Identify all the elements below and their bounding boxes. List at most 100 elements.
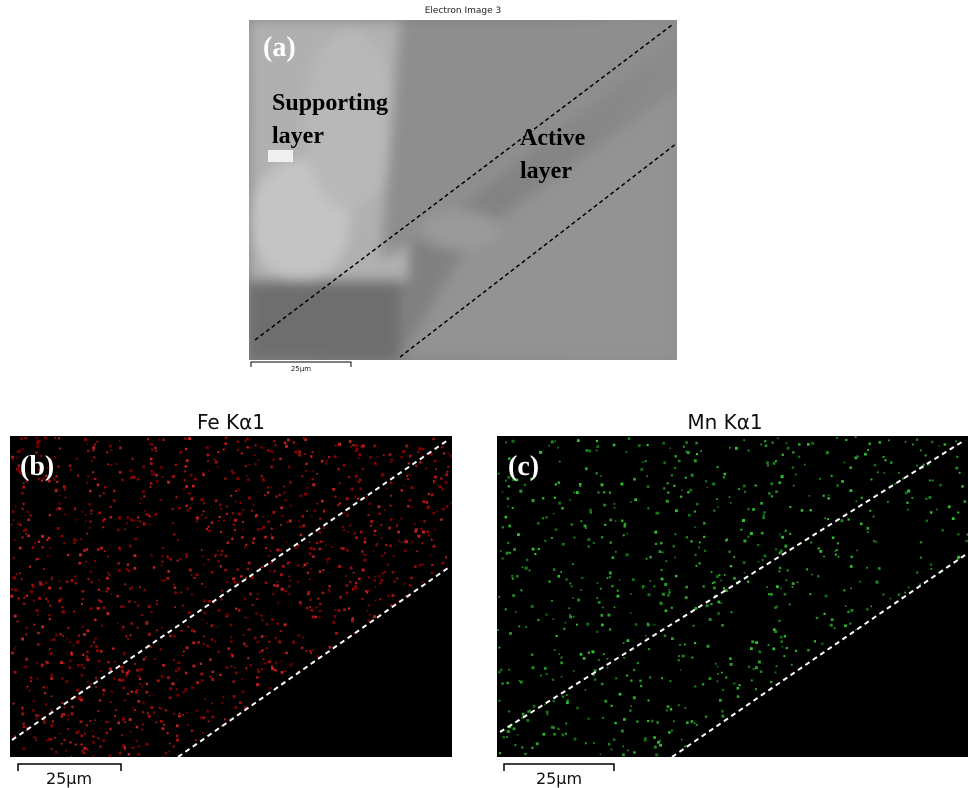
signal-dot bbox=[369, 614, 371, 616]
signal-dot bbox=[185, 553, 188, 556]
signal-dot bbox=[157, 679, 160, 682]
signal-dot bbox=[686, 536, 688, 538]
signal-dot bbox=[148, 515, 151, 518]
signal-dot bbox=[392, 594, 395, 597]
signal-dot bbox=[243, 634, 245, 636]
signal-dot bbox=[130, 519, 133, 522]
signal-dot bbox=[59, 495, 61, 497]
signal-dot bbox=[724, 574, 726, 576]
signal-dot bbox=[203, 643, 205, 645]
signal-dot bbox=[277, 602, 279, 604]
signal-dot bbox=[142, 723, 144, 725]
signal-dot bbox=[944, 443, 947, 446]
signal-dot bbox=[687, 451, 690, 454]
signal-dot bbox=[218, 651, 220, 653]
signal-dot bbox=[684, 644, 686, 646]
signal-dot bbox=[775, 460, 777, 462]
signal-dot bbox=[511, 575, 513, 577]
map-image bbox=[497, 436, 968, 757]
signal-dot bbox=[601, 683, 604, 686]
signal-dot bbox=[270, 550, 272, 552]
signal-dot bbox=[160, 466, 163, 469]
signal-dot bbox=[441, 488, 444, 491]
signal-dot bbox=[383, 454, 385, 456]
signal-dot bbox=[415, 465, 417, 467]
signal-dot bbox=[374, 530, 377, 533]
signal-dot bbox=[685, 707, 687, 709]
signal-dot bbox=[167, 577, 170, 580]
signal-dot bbox=[716, 498, 718, 500]
signal-dot bbox=[108, 721, 110, 723]
signal-dot bbox=[287, 562, 289, 564]
signal-dot bbox=[235, 672, 238, 675]
signal-dot bbox=[786, 442, 788, 444]
signal-dot bbox=[63, 663, 65, 665]
signal-dot bbox=[757, 544, 759, 546]
signal-dot bbox=[191, 574, 193, 576]
signal-dot bbox=[807, 649, 809, 651]
signal-dot bbox=[273, 584, 275, 586]
signal-dot bbox=[46, 687, 48, 689]
signal-dot bbox=[627, 750, 629, 752]
signal-dot bbox=[615, 520, 617, 522]
signal-dot bbox=[275, 496, 277, 498]
signal-dot bbox=[261, 635, 264, 638]
signal-dot bbox=[203, 564, 205, 566]
signal-dot bbox=[559, 461, 561, 463]
signal-dot bbox=[870, 478, 872, 480]
signal-dot bbox=[674, 467, 676, 469]
signal-dot bbox=[850, 588, 852, 590]
signal-dot bbox=[61, 535, 64, 538]
signal-dot bbox=[59, 507, 62, 510]
signal-dot bbox=[781, 641, 783, 643]
signal-dot bbox=[633, 478, 636, 481]
signal-dot bbox=[275, 662, 277, 664]
signal-dot bbox=[176, 739, 179, 742]
signal-dot bbox=[310, 455, 312, 457]
signal-dot bbox=[855, 500, 857, 502]
signal-dot bbox=[90, 607, 93, 610]
annotation: layer bbox=[272, 123, 324, 149]
signal-dot bbox=[90, 521, 92, 523]
signal-dot bbox=[607, 667, 609, 669]
signal-dot bbox=[610, 628, 612, 630]
signal-dot bbox=[167, 570, 170, 573]
signal-dot bbox=[253, 504, 255, 506]
signal-dot bbox=[547, 714, 549, 716]
signal-dot bbox=[369, 502, 372, 505]
signal-dot bbox=[162, 439, 164, 441]
signal-dot bbox=[164, 579, 166, 581]
signal-dot bbox=[207, 559, 209, 561]
signal-dot bbox=[191, 730, 193, 732]
signal-dot bbox=[583, 657, 586, 660]
signal-dot bbox=[309, 606, 311, 608]
signal-dot bbox=[148, 715, 151, 718]
signal-dot bbox=[629, 710, 631, 712]
signal-dot bbox=[659, 744, 662, 747]
signal-dot bbox=[191, 687, 193, 689]
signal-dot bbox=[59, 587, 62, 590]
signal-dot bbox=[22, 508, 24, 510]
signal-dot bbox=[23, 725, 26, 728]
signal-dot bbox=[156, 600, 158, 602]
signal-dot bbox=[244, 547, 246, 549]
signal-dot bbox=[92, 471, 94, 473]
signal-dot bbox=[348, 531, 350, 533]
signal-dot bbox=[729, 496, 731, 498]
signal-dot bbox=[167, 676, 170, 679]
signal-dot bbox=[32, 546, 35, 549]
signal-dot bbox=[263, 479, 265, 481]
signal-dot bbox=[387, 564, 389, 566]
signal-dot bbox=[329, 591, 331, 593]
signal-dot bbox=[277, 623, 279, 625]
signal-dot bbox=[703, 536, 705, 538]
signal-dot bbox=[73, 538, 76, 541]
signal-dot bbox=[273, 440, 276, 443]
signal-dot bbox=[243, 643, 246, 646]
signal-dot bbox=[548, 580, 551, 583]
signal-dot bbox=[667, 705, 670, 708]
signal-dot bbox=[381, 579, 384, 582]
signal-dot bbox=[151, 449, 153, 451]
signal-dot bbox=[82, 654, 84, 656]
signal-dot bbox=[13, 703, 15, 705]
